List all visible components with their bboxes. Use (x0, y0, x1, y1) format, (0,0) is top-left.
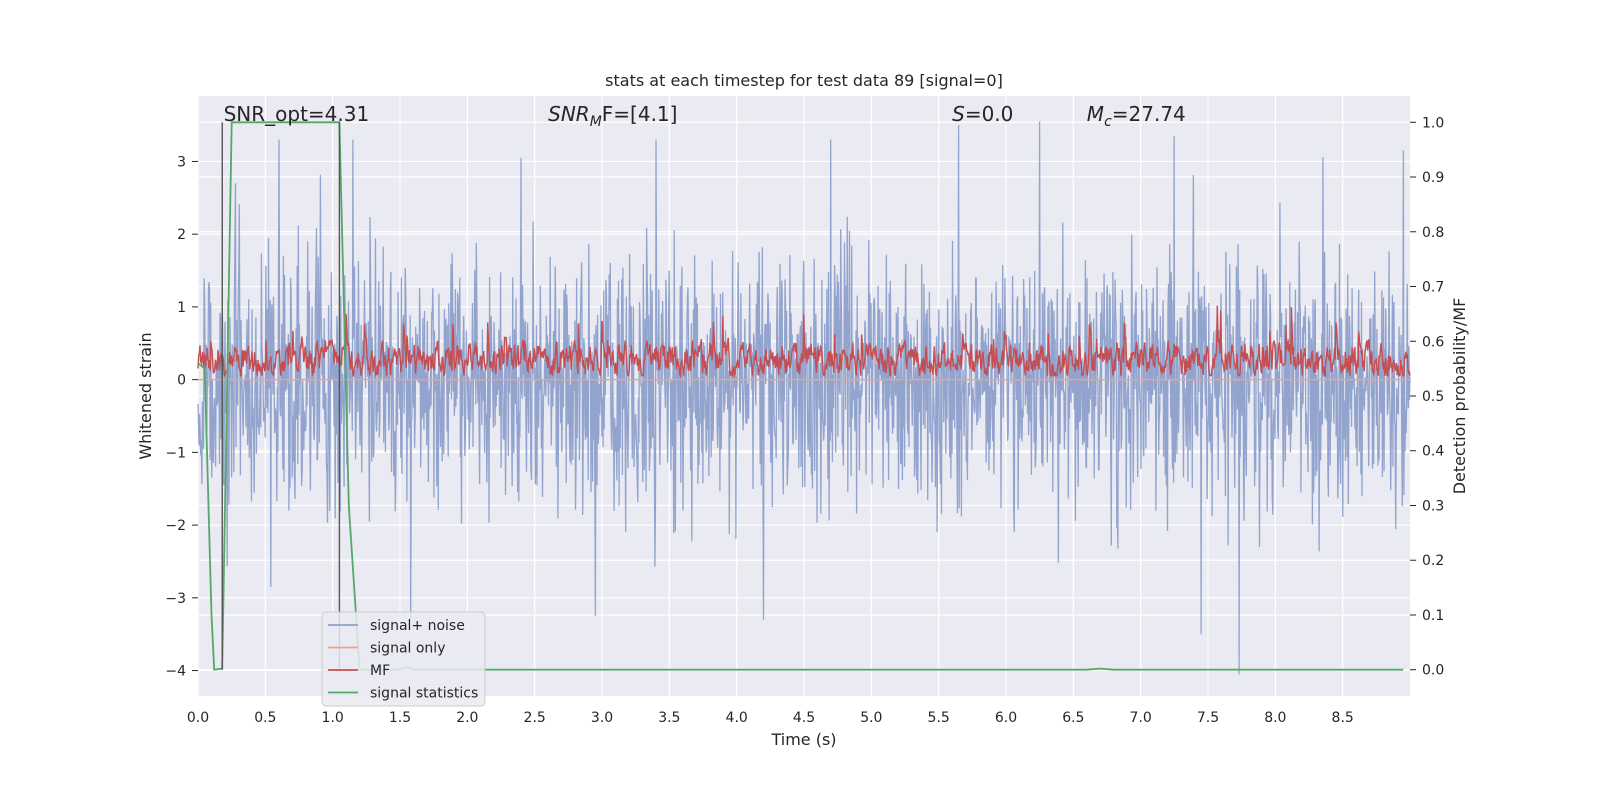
x-tick-label: 1.5 (389, 710, 411, 726)
x-axis-label: Time (s) (770, 730, 836, 749)
x-tick-label: 6.5 (1062, 710, 1084, 726)
y-right-tick-label: 0.8 (1422, 225, 1444, 241)
y-right-tick-label: 0.5 (1422, 389, 1444, 405)
legend-label: signal+ noise (370, 618, 465, 634)
y-left-tick-label: −2 (165, 518, 186, 534)
series-signal-noise (197, 121, 1411, 675)
legend-label: MF (370, 663, 390, 679)
x-tick-label: 8.5 (1332, 710, 1354, 726)
y-right-tick-label: 0.6 (1422, 334, 1444, 350)
legend-box (321, 611, 486, 707)
x-tick-label: 2.0 (456, 710, 478, 726)
legend-item: signal+ noise (328, 618, 465, 634)
chart-title: stats at each timestep for test data 89 … (605, 71, 1003, 90)
y-right-tick-label: 0.9 (1422, 170, 1444, 186)
y-right-tick-label: 1.0 (1422, 115, 1444, 131)
y-left-tick-label: 3 (177, 154, 186, 170)
y-left-tick-label: 2 (177, 227, 186, 243)
x-tick-label: 8.0 (1264, 710, 1286, 726)
annotation-s: S=0.0 (952, 102, 1013, 126)
x-tick-label: 7.0 (1130, 710, 1152, 726)
legend-item: signal statistics (328, 686, 478, 702)
x-axis-ticks: 0.0 0.5 1.0 1.5 2.0 2.5 3.0 3.5 4.0 4.5 5.0 5.5 6.0 6… (187, 710, 1354, 726)
annotation-snr_opt: SNR_opt=4.31 (224, 102, 370, 126)
y-left-axis-label: Whitened strain (136, 332, 155, 459)
x-tick-label: 4.0 (726, 710, 748, 726)
legend-item: signal only (328, 641, 445, 657)
x-tick-label: 0.5 (254, 710, 276, 726)
y-right-axis-label: Detection probability/MF (1450, 298, 1469, 495)
y-right-tick-label: 0.7 (1422, 280, 1444, 296)
x-tick-label: 1.0 (322, 710, 344, 726)
y-left-tick-label: 1 (177, 300, 186, 316)
x-tick-label: 3.0 (591, 710, 613, 726)
y-left-tick-label: 0 (177, 373, 186, 389)
legend-label: signal only (370, 641, 445, 657)
y-left-tick-label: −3 (165, 591, 186, 607)
annotation-snr_mf: SNRMF=[4.1] (548, 102, 677, 130)
y-left-tick-label: −1 (165, 445, 186, 461)
y-right-tick-label: 0.2 (1422, 553, 1444, 569)
x-tick-label: 7.5 (1197, 710, 1219, 726)
legend-item: MF (328, 663, 390, 679)
legend: signal+ noise signal only MF signal statist… (321, 611, 486, 707)
y-right-tick-label: 0.0 (1422, 663, 1444, 679)
annotation-mc: Mc=27.74 (1087, 102, 1186, 130)
y-right-tick-label: 0.1 (1422, 608, 1444, 624)
series-mf (197, 305, 1411, 379)
legend-label: signal statistics (370, 686, 478, 702)
x-tick-label: 0.0 (187, 710, 209, 726)
x-tick-label: 2.5 (524, 710, 546, 726)
y-right-tick-label: 0.3 (1422, 498, 1444, 514)
y-right-axis-ticks: 1.0 0.9 0.8 0.7 0.6 0.5 0.4 0.3 0.2 0.1 0.0 (1410, 115, 1444, 679)
x-tick-label: 6.0 (995, 710, 1017, 726)
x-tick-label: 3.5 (658, 710, 680, 726)
annotations: SNR_opt=4.31 SNRMF=[4.1] S=0.0 Mc=27.74 (224, 102, 1186, 130)
x-tick-label: 4.5 (793, 710, 815, 726)
y-left-tick-label: −4 (165, 664, 186, 680)
y-left-axis-ticks: 3 2 1 0 −1 −2 −3 −4 (165, 154, 198, 680)
x-tick-label: 5.0 (860, 710, 882, 726)
vertical-markers (221, 122, 341, 670)
y-right-tick-label: 0.4 (1422, 444, 1444, 460)
x-tick-label: 5.5 (928, 710, 950, 726)
